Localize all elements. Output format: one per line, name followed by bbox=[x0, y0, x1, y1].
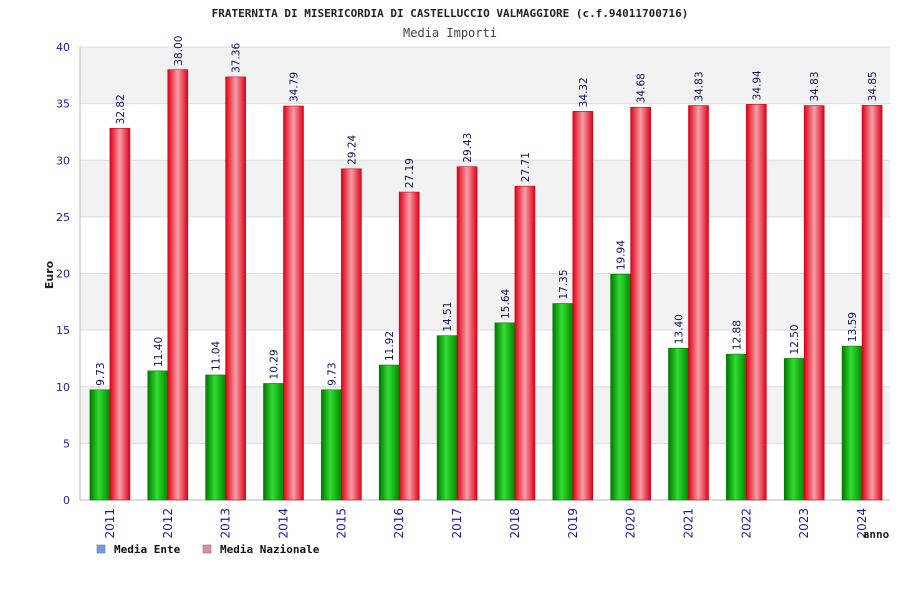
bar-media-nazionale bbox=[167, 69, 189, 501]
x-tick-label: 2023 bbox=[797, 508, 811, 539]
legend: Media Ente Media Nazionale bbox=[96, 543, 320, 556]
chart-subtitle: Media Importi bbox=[403, 26, 497, 40]
bar-media-ente bbox=[726, 353, 747, 501]
bar-media-ente bbox=[436, 335, 458, 501]
x-tick-label: 2015 bbox=[334, 508, 348, 539]
data-label: 13.40 bbox=[674, 314, 686, 344]
data-label: 34.94 bbox=[751, 70, 763, 100]
x-tick-label: 2011 bbox=[103, 508, 117, 539]
data-label: 37.36 bbox=[231, 43, 243, 73]
data-label: 34.85 bbox=[867, 71, 879, 101]
bars bbox=[89, 69, 883, 501]
x-axis-label: anno bbox=[863, 528, 890, 541]
data-label: 27.19 bbox=[404, 158, 416, 188]
y-tick-label: 15 bbox=[56, 324, 70, 337]
bar-media-nazionale bbox=[283, 105, 304, 501]
x-tick-label: 2012 bbox=[161, 508, 175, 539]
data-label: 34.32 bbox=[578, 77, 590, 107]
plot-band bbox=[80, 160, 890, 217]
data-label: 15.64 bbox=[500, 288, 512, 318]
bar-media-ente bbox=[841, 345, 863, 501]
x-tick-label: 2021 bbox=[682, 508, 696, 539]
data-label: 11.40 bbox=[153, 337, 165, 367]
x-tick-label: 2020 bbox=[624, 508, 638, 539]
y-tick-label: 25 bbox=[56, 211, 70, 224]
bar-media-ente bbox=[321, 389, 342, 501]
y-tick-label: 40 bbox=[56, 41, 70, 54]
data-label: 34.79 bbox=[289, 72, 301, 102]
data-label: 10.29 bbox=[269, 349, 281, 379]
x-tick-label: 2013 bbox=[219, 508, 233, 539]
data-label: 34.83 bbox=[694, 71, 706, 101]
bar-media-ente bbox=[263, 383, 284, 501]
plot-band bbox=[80, 47, 890, 104]
bar-media-ente bbox=[668, 347, 689, 501]
bar-media-nazionale bbox=[630, 106, 651, 501]
y-tick-label: 35 bbox=[56, 98, 70, 111]
data-label: 34.68 bbox=[636, 73, 648, 103]
data-label: 9.73 bbox=[95, 362, 107, 385]
bar-media-ente bbox=[552, 303, 574, 501]
x-tick-label: 2019 bbox=[566, 508, 580, 539]
data-label: 38.00 bbox=[173, 36, 185, 66]
data-label: 34.83 bbox=[809, 71, 821, 101]
bar-media-nazionale bbox=[514, 185, 536, 501]
y-tick-label: 0 bbox=[63, 494, 70, 507]
data-label: 11.92 bbox=[384, 331, 396, 361]
y-tick-label: 5 bbox=[63, 437, 70, 450]
data-label: 9.73 bbox=[326, 362, 338, 385]
y-tick-label: 10 bbox=[56, 381, 70, 394]
legend-swatch bbox=[96, 544, 106, 554]
x-tick-label: 2022 bbox=[739, 508, 753, 539]
x-tick-label: 2016 bbox=[392, 508, 406, 539]
x-axis: 2011 2012 2013 2014 2015 2016 2017 2018 2019 2020… bbox=[103, 508, 869, 539]
data-label: 27.71 bbox=[520, 152, 532, 182]
data-label: 29.24 bbox=[346, 134, 358, 164]
x-tick-label: 2018 bbox=[508, 508, 522, 539]
data-label: 19.94 bbox=[616, 240, 628, 270]
bar-media-nazionale bbox=[109, 128, 131, 501]
bar-media-nazionale bbox=[398, 191, 420, 501]
legend-label: Media Nazionale bbox=[220, 543, 320, 556]
bar-media-nazionale bbox=[861, 105, 883, 501]
bar-media-nazionale bbox=[688, 105, 709, 501]
data-labels: 9.73 32.82 11.40 38.00 11.04 37.36 10.29 34.79 9… bbox=[95, 36, 879, 386]
y-axis-label: Euro bbox=[43, 260, 56, 289]
data-label: 17.35 bbox=[558, 269, 570, 299]
plot-band bbox=[80, 386, 890, 444]
x-tick-label: 2017 bbox=[450, 508, 464, 539]
bar-media-ente bbox=[147, 370, 169, 501]
x-tick-label: 2024 bbox=[855, 508, 869, 539]
y-axis: 0 5 10 15 20 25 30 35 40 bbox=[56, 41, 70, 507]
y-tick-label: 30 bbox=[56, 154, 70, 167]
bar-media-nazionale bbox=[225, 76, 246, 501]
data-label: 14.51 bbox=[442, 302, 454, 332]
data-label: 29.43 bbox=[462, 133, 474, 163]
y-tick-label: 20 bbox=[56, 268, 70, 281]
bar-media-nazionale bbox=[746, 104, 767, 501]
bar-media-ente bbox=[89, 389, 111, 501]
bar-media-nazionale bbox=[456, 166, 478, 501]
bar-media-ente bbox=[494, 322, 516, 501]
bar-media-ente bbox=[783, 358, 805, 501]
data-label: 12.88 bbox=[731, 320, 743, 350]
bar-media-ente bbox=[610, 273, 631, 501]
data-label: 32.82 bbox=[115, 94, 127, 124]
bar-media-ente bbox=[378, 364, 400, 501]
x-tick-label: 2014 bbox=[277, 508, 291, 539]
legend-label: Media Ente bbox=[114, 543, 181, 556]
bar-media-nazionale bbox=[572, 111, 594, 501]
bar-media-nazionale bbox=[803, 105, 825, 501]
data-label: 12.50 bbox=[789, 324, 801, 354]
data-label: 11.04 bbox=[211, 341, 223, 371]
bar-media-ente bbox=[205, 374, 226, 501]
data-label: 13.59 bbox=[847, 312, 859, 342]
legend-swatch bbox=[202, 544, 212, 554]
plot-band bbox=[80, 273, 890, 331]
bar-media-nazionale bbox=[341, 168, 362, 501]
chart-title: FRATERNITA DI MISERICORDIA DI CASTELLUCC… bbox=[212, 7, 689, 20]
